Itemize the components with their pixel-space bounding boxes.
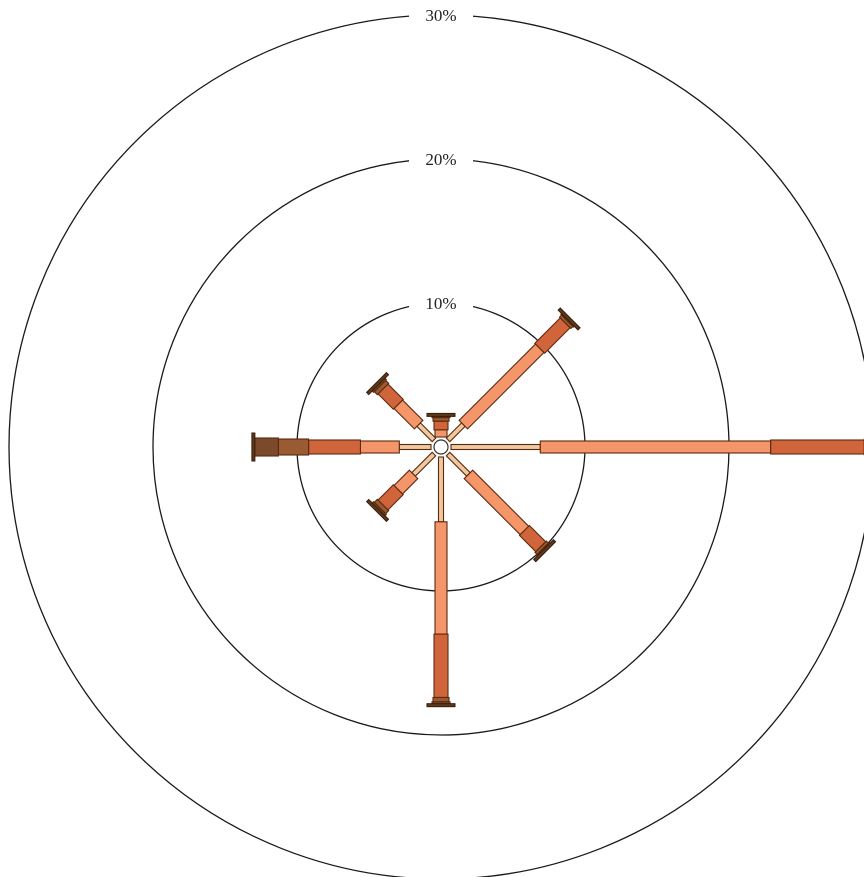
direction-bar-ne xyxy=(445,307,581,443)
bar-cap-n xyxy=(426,412,456,417)
bar-segment-se-1 xyxy=(463,469,530,536)
bar-segment-w-2 xyxy=(308,439,361,455)
ring-label-background xyxy=(409,150,473,168)
ring-labels: 10% 20% 30% xyxy=(409,6,473,313)
bar-segment-n-2 xyxy=(433,420,449,431)
bar-segment-s-2 xyxy=(433,633,449,699)
bar-segment-s-1 xyxy=(434,521,448,635)
ring-label-background xyxy=(409,6,473,24)
ring-label-30-percent: 30% xyxy=(425,6,456,25)
direction-bar-n xyxy=(426,412,456,438)
bar-segment-sw-0 xyxy=(411,451,437,477)
bar-segment-e-2 xyxy=(770,439,864,455)
bar-segment-ne-1 xyxy=(458,343,545,430)
ring-label-10-percent: 10% xyxy=(425,294,456,313)
bar-cap-sw xyxy=(365,498,390,523)
bar-cap-s xyxy=(426,703,456,708)
direction-bar-e xyxy=(450,438,864,456)
bar-cap-nw xyxy=(365,371,390,396)
ring-label-20-percent: 20% xyxy=(425,150,456,169)
bar-cap-se xyxy=(532,538,557,563)
bar-segment-s-3 xyxy=(432,696,450,703)
direction-bar-se xyxy=(445,451,557,563)
bar-segment-w-3 xyxy=(277,438,310,456)
bar-cap-w xyxy=(251,432,256,462)
direction-bar-s xyxy=(426,456,456,708)
bar-segment-w-0 xyxy=(398,443,432,451)
bar-segment-s-0 xyxy=(437,456,445,523)
bar-segment-nw-0 xyxy=(416,422,437,443)
ring-label-background xyxy=(409,294,473,312)
bar-cap-ne xyxy=(557,307,581,331)
bar-segment-e-0 xyxy=(450,443,541,451)
bar-segment-se-0 xyxy=(445,451,471,477)
bar-segment-ne-0 xyxy=(445,422,466,443)
bar-segment-w-1 xyxy=(359,440,400,454)
center-marker xyxy=(433,439,449,455)
bar-segment-w-4 xyxy=(253,437,279,457)
direction-bar-w xyxy=(251,432,432,462)
direction-bars xyxy=(251,307,864,708)
bar-segment-n-1 xyxy=(434,429,448,438)
direction-bar-sw xyxy=(365,451,437,523)
direction-bar-nw xyxy=(365,371,437,443)
bar-segment-e-1 xyxy=(539,440,772,454)
